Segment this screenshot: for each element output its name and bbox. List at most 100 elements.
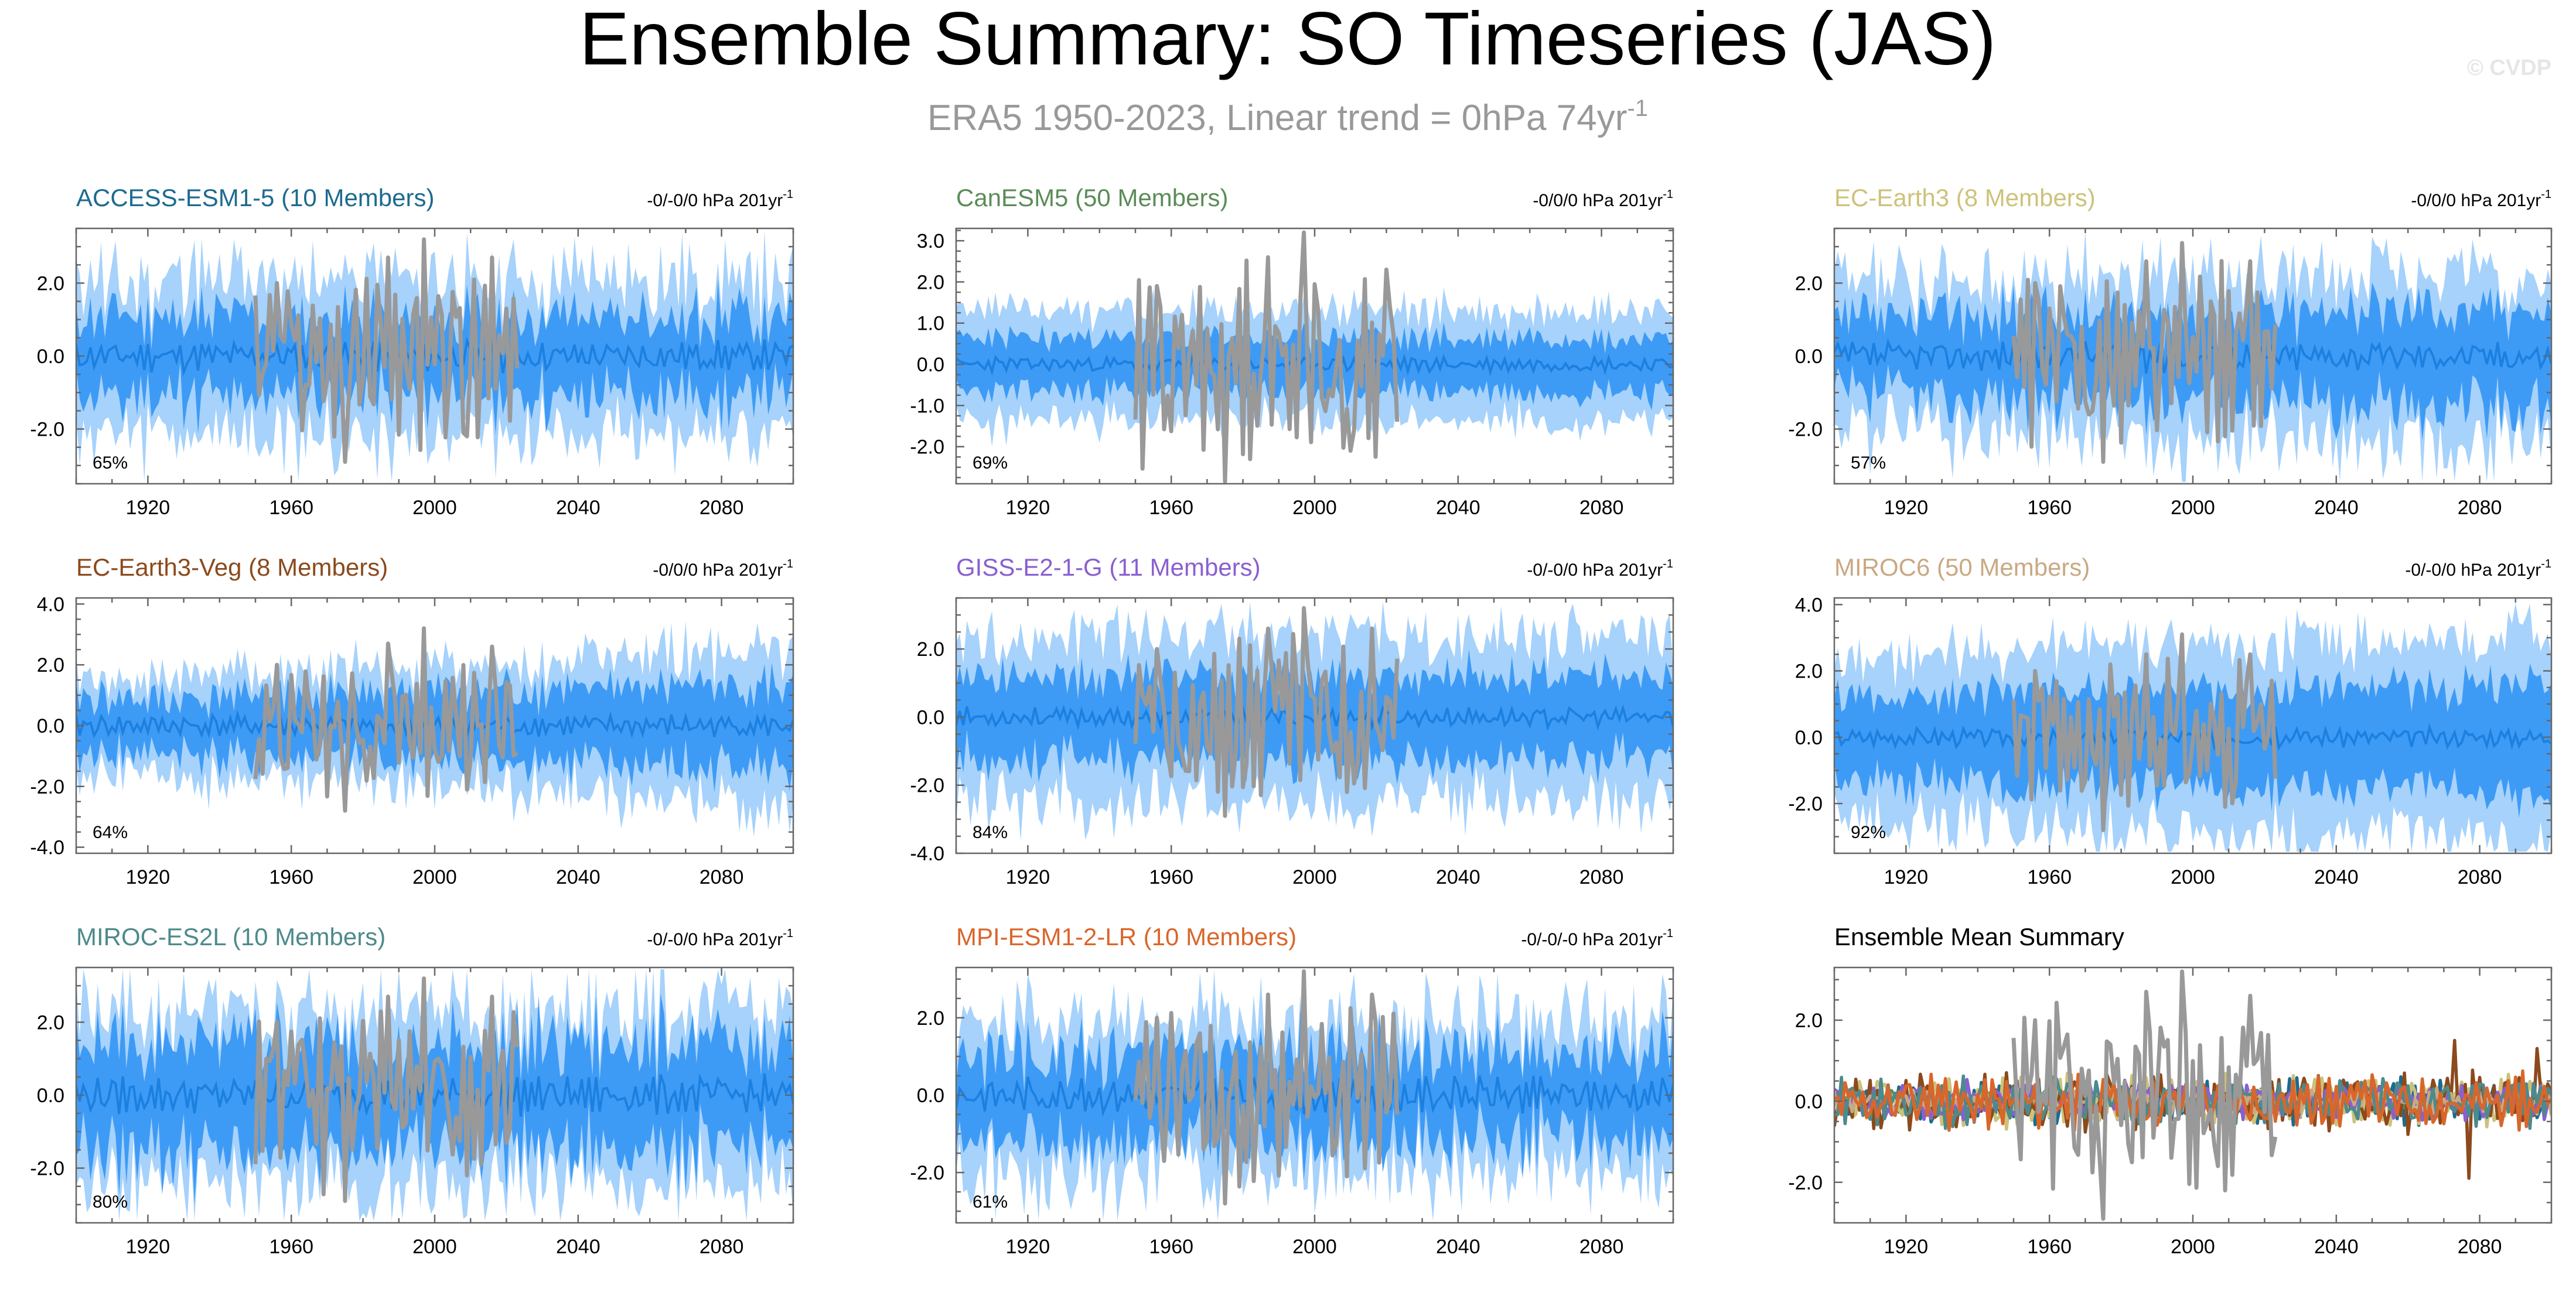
series-line-observations-era5 bbox=[1133, 230, 1400, 484]
y-tick-label: 0.0 bbox=[37, 346, 64, 368]
x-tick-label: 2080 bbox=[700, 866, 744, 888]
trend-text: -0/-0/0 hPa 201yr-1 bbox=[2405, 558, 2551, 580]
y-tick-label: 2.0 bbox=[1795, 1010, 1823, 1032]
panel-mpi: 1920 1960 2000 2040 2080 -2.0 0.0 2.0 MPI-ESM1-2… bbox=[910, 923, 1674, 1258]
series-line-observations-era5 bbox=[253, 237, 520, 464]
x-tick-label: 2000 bbox=[412, 497, 457, 519]
y-tick-label: 0.0 bbox=[917, 1085, 944, 1107]
y-tick-label: 0.0 bbox=[917, 706, 944, 729]
panel-title: MIROC-ES2L (10 Members) bbox=[76, 923, 385, 950]
x-tick-label: 1960 bbox=[269, 1236, 313, 1258]
y-tick-label: 0.0 bbox=[917, 354, 944, 376]
panel-miroc6: 1920 1960 2000 2040 2080 -2.0 0.0 2.0 4.0 MIROC6 … bbox=[1788, 553, 2553, 888]
percent-label: 65% bbox=[93, 453, 128, 473]
percent-label: 84% bbox=[973, 823, 1008, 842]
y-tick-label: 2.0 bbox=[37, 1011, 64, 1034]
y-tick-label: 1.0 bbox=[917, 313, 944, 335]
trend-text: -0/0/0 hPa 201yr-1 bbox=[653, 558, 793, 580]
y-tick-label: 2.0 bbox=[917, 638, 944, 661]
watermark: © CVDP bbox=[2467, 56, 2551, 80]
x-tick-label: 2040 bbox=[1436, 866, 1480, 888]
percent-label: 57% bbox=[1851, 453, 1886, 473]
y-tick-label: 0.0 bbox=[1795, 1090, 1823, 1113]
panel-ecearth3: 1920 1960 2000 2040 2080 -2.0 0.0 2.0 EC-Earth3 … bbox=[1788, 184, 2553, 519]
series-line-observations-era5 bbox=[1133, 606, 1400, 818]
x-tick-label: 1960 bbox=[2027, 497, 2072, 519]
panel-title: Ensemble Mean Summary bbox=[1834, 923, 2124, 950]
x-tick-label: 2080 bbox=[2458, 1236, 2502, 1258]
panel-canesm: 1920 1960 2000 2040 2080 -2.0 -1.0 0.0 1.0 2.0 3.0… bbox=[910, 184, 1674, 519]
x-tick-label: 1920 bbox=[1884, 1236, 1929, 1258]
plot-area-ecearth3veg bbox=[76, 621, 793, 837]
y-tick-label: 4.0 bbox=[37, 593, 64, 616]
panel-access: 1920 1960 2000 2040 2080 -2.0 0.0 2.0 ACCESS-ESM… bbox=[30, 184, 794, 519]
figure-subtitle-main: ERA5 1950-2023, Linear trend = 0hPa 74yr bbox=[927, 98, 1627, 138]
y-tick-label: 0.0 bbox=[1795, 346, 1823, 368]
y-tick-label: 2.0 bbox=[37, 654, 64, 676]
figure-subtitle: ERA5 1950-2023, Linear trend = 0hPa 74yr… bbox=[927, 95, 1648, 138]
x-tick-label: 1920 bbox=[1006, 497, 1050, 519]
ensemble-mean-line bbox=[76, 1073, 793, 1117]
x-tick-label: 1960 bbox=[1149, 866, 1193, 888]
series-line-observations-era5 bbox=[1133, 969, 1400, 1206]
x-tick-label: 2000 bbox=[2171, 866, 2215, 888]
plot-area-access bbox=[76, 230, 793, 482]
x-tick-label: 2000 bbox=[1292, 866, 1337, 888]
x-tick-label: 2040 bbox=[2314, 497, 2359, 519]
y-tick-label: -2.0 bbox=[1788, 1172, 1823, 1194]
x-tick-label: 2080 bbox=[1579, 497, 1624, 519]
panel-title: CanESM5 (50 Members) bbox=[956, 184, 1228, 211]
panel-ecearth3veg: 1920 1960 2000 2040 2080 -4.0 -2.0 0.0 2.0 4.0 EC-… bbox=[30, 553, 794, 888]
x-tick-label: 1960 bbox=[2027, 1236, 2072, 1258]
panel-mirocES2L: 1920 1960 2000 2040 2080 -2.0 0.0 2.0 MIROC-ES2L… bbox=[30, 923, 794, 1258]
x-tick-label: 1960 bbox=[269, 866, 313, 888]
series-line-observations-era5 bbox=[253, 976, 520, 1203]
x-tick-label: 1920 bbox=[1006, 866, 1050, 888]
trend-text: -0/0/0 hPa 201yr-1 bbox=[1533, 188, 1673, 210]
x-tick-label: 2080 bbox=[700, 1236, 744, 1258]
x-tick-label: 1960 bbox=[1149, 497, 1193, 519]
panel-title: MIROC6 (50 Members) bbox=[1834, 553, 2090, 581]
x-tick-label: 2000 bbox=[2171, 1236, 2215, 1258]
x-tick-label: 1960 bbox=[269, 497, 313, 519]
y-tick-label: -2.0 bbox=[910, 1162, 944, 1184]
x-tick-label: 2040 bbox=[556, 497, 601, 519]
x-tick-label: 1960 bbox=[2027, 866, 2072, 888]
y-tick-label: 2.0 bbox=[917, 1007, 944, 1030]
x-tick-label: 2080 bbox=[1579, 866, 1624, 888]
trend-text: -0/-0/-0 hPa 201yr-1 bbox=[1521, 927, 1673, 949]
y-tick-label: 0.0 bbox=[1795, 727, 1823, 749]
x-tick-label: 2000 bbox=[2171, 497, 2215, 519]
x-tick-label: 2040 bbox=[2314, 1236, 2359, 1258]
y-tick-label: -1.0 bbox=[910, 395, 944, 417]
y-tick-label: -2.0 bbox=[910, 775, 944, 797]
panel-title: MPI-ESM1-2-LR (10 Members) bbox=[956, 923, 1296, 950]
y-tick-label: 2.0 bbox=[1795, 661, 1823, 683]
y-tick-label: -2.0 bbox=[30, 1158, 64, 1180]
panel-title: ACCESS-ESM1-5 (10 Members) bbox=[76, 184, 434, 211]
y-tick-label: 3.0 bbox=[917, 230, 944, 252]
panel-summary: 1920 1960 2000 2040 2080 -2.0 0.0 2.0 Ensemble M… bbox=[1788, 923, 2553, 1258]
series-line-observations-era5 bbox=[2011, 241, 2278, 464]
y-tick-label: -2.0 bbox=[1788, 793, 1823, 815]
percent-label: 69% bbox=[973, 453, 1008, 473]
x-tick-label: 2000 bbox=[1292, 497, 1337, 519]
trend-text: -0/-0/0 hPa 201yr-1 bbox=[647, 927, 793, 949]
y-tick-label: 4.0 bbox=[1795, 594, 1823, 616]
y-tick-label: 2.0 bbox=[1795, 272, 1823, 295]
percent-label: 64% bbox=[93, 823, 128, 842]
y-tick-label: -4.0 bbox=[30, 837, 64, 859]
plot-area-mpi bbox=[956, 969, 1673, 1221]
series-line-observations-era5 bbox=[2011, 632, 2278, 832]
ensemble-mean-line bbox=[956, 1075, 1673, 1117]
x-tick-label: 2080 bbox=[1579, 1236, 1624, 1258]
plot-area-canesm bbox=[956, 230, 1673, 484]
percent-label: 61% bbox=[973, 1192, 1008, 1212]
y-tick-label: -2.0 bbox=[1788, 419, 1823, 441]
inner-spread-band bbox=[76, 993, 793, 1203]
y-tick-label: -2.0 bbox=[910, 436, 944, 459]
x-tick-label: 1920 bbox=[126, 866, 170, 888]
plot-area-ecearth3 bbox=[1834, 231, 2551, 482]
series-line-era5 bbox=[2011, 969, 2278, 1221]
